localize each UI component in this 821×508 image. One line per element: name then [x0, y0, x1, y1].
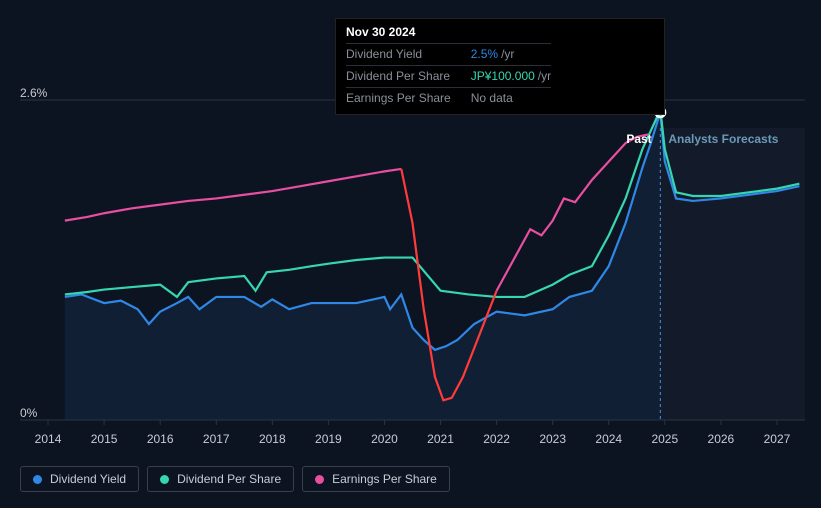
chart-tooltip: Nov 30 2024 Dividend Yield2.5%/yrDividen… — [335, 18, 665, 115]
tooltip-row-label: Dividend Per Share — [346, 65, 471, 87]
legend-swatch — [33, 475, 42, 484]
x-tick-label: 2017 — [203, 432, 230, 446]
x-tick-label: 2016 — [147, 432, 174, 446]
legend-label: Dividend Per Share — [177, 472, 281, 486]
legend-item-dividend_per_share[interactable]: Dividend Per Share — [147, 466, 294, 492]
legend-item-dividend_yield[interactable]: Dividend Yield — [20, 466, 139, 492]
legend-item-earnings_per_share[interactable]: Earnings Per Share — [302, 466, 450, 492]
forecast-region-label: Analysts Forecasts — [668, 132, 778, 146]
x-tick-label: 2025 — [651, 432, 678, 446]
tooltip-table: Dividend Yield2.5%/yrDividend Per ShareJ… — [346, 43, 551, 108]
tooltip-row-label: Dividend Yield — [346, 44, 471, 66]
tooltip-row-label: Earnings Per Share — [346, 87, 471, 108]
dividend-chart: Nov 30 2024 Dividend Yield2.5%/yrDividen… — [0, 0, 821, 508]
x-tick-label: 2019 — [315, 432, 342, 446]
tooltip-row-value: 2.5%/yr — [471, 44, 551, 66]
y-tick-label: 2.6% — [20, 86, 47, 100]
x-tick-label: 2020 — [371, 432, 398, 446]
x-tick-label: 2021 — [427, 432, 454, 446]
legend-label: Dividend Yield — [50, 472, 126, 486]
x-tick-label: 2018 — [259, 432, 286, 446]
x-tick-label: 2022 — [483, 432, 510, 446]
legend-swatch — [160, 475, 169, 484]
x-tick-label: 2024 — [595, 432, 622, 446]
tooltip-date: Nov 30 2024 — [346, 25, 654, 43]
x-tick-label: 2023 — [539, 432, 566, 446]
x-tick-label: 2026 — [708, 432, 735, 446]
chart-legend: Dividend Yield Dividend Per Share Earnings… — [20, 466, 450, 492]
legend-swatch — [315, 475, 324, 484]
x-tick-label: 2015 — [91, 432, 118, 446]
tooltip-row-value: JP¥100.000/yr — [471, 65, 551, 87]
legend-label: Earnings Per Share — [332, 472, 437, 486]
tooltip-row-value: No data — [471, 87, 551, 108]
x-tick-label: 2014 — [35, 432, 62, 446]
x-tick-label: 2027 — [764, 432, 791, 446]
past-region-label: Past — [626, 132, 651, 146]
y-tick-label: 0% — [20, 406, 37, 420]
